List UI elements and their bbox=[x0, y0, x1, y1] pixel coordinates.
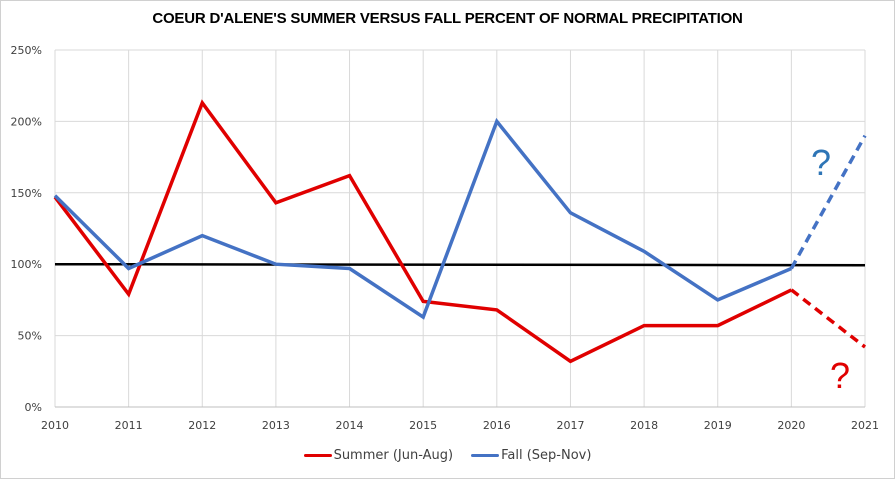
question-mark-fall: ? bbox=[811, 142, 831, 183]
y-tick-label: 200% bbox=[11, 115, 42, 128]
x-tick-label: 2013 bbox=[262, 419, 290, 432]
y-tick-label: 0% bbox=[25, 401, 42, 414]
x-tick-label: 2019 bbox=[704, 419, 732, 432]
x-tick-label: 2017 bbox=[556, 419, 584, 432]
question-mark-summer: ? bbox=[830, 355, 850, 396]
y-tick-label: 100% bbox=[11, 258, 42, 271]
legend: Summer (Jun-Aug) Fall (Sep-Nov) bbox=[0, 448, 895, 463]
x-tick-label: 2014 bbox=[336, 419, 364, 432]
y-tick-label: 250% bbox=[11, 44, 42, 57]
legend-swatch-fall bbox=[471, 454, 500, 457]
y-tick-label: 50% bbox=[18, 330, 42, 343]
series-projection-summer bbox=[790, 288, 867, 349]
chart-title: COEUR D'ALENE'S SUMMER VERSUS FALL PERCE… bbox=[152, 10, 743, 27]
x-tick-label: 2011 bbox=[115, 419, 143, 432]
legend-swatch-summer bbox=[303, 454, 332, 457]
legend-item-fall: Fall (Sep-Nov) bbox=[471, 448, 591, 463]
y-tick-label: 150% bbox=[11, 187, 42, 200]
x-tick-label: 2010 bbox=[41, 419, 69, 432]
x-tick-label: 2012 bbox=[188, 419, 216, 432]
normal-reference-line bbox=[54, 262, 866, 267]
x-tick-label: 2020 bbox=[777, 419, 805, 432]
x-tick-label: 2016 bbox=[483, 419, 511, 432]
legend-label-fall: Fall (Sep-Nov) bbox=[501, 448, 592, 463]
x-tick-label: 2018 bbox=[630, 419, 658, 432]
legend-item-summer: Summer (Jun-Aug) bbox=[303, 448, 454, 463]
series-projection-fall bbox=[789, 134, 867, 270]
legend-label-summer: Summer (Jun-Aug) bbox=[333, 448, 454, 463]
x-tick-label: 2015 bbox=[409, 419, 437, 432]
x-tick-label: 2021 bbox=[851, 419, 879, 432]
